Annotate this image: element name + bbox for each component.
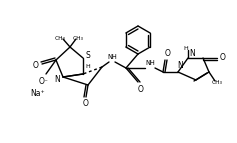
Text: O: O — [83, 100, 89, 109]
Text: CH₃: CH₃ — [211, 80, 223, 85]
Text: O: O — [165, 49, 171, 58]
Text: H: H — [184, 46, 188, 51]
Text: N: N — [189, 49, 195, 58]
Text: O⁻: O⁻ — [39, 78, 49, 87]
Text: H: H — [86, 64, 90, 69]
Text: O: O — [33, 60, 39, 69]
Text: Na⁺: Na⁺ — [31, 90, 45, 99]
Text: O: O — [138, 85, 144, 94]
Text: NH: NH — [107, 54, 117, 60]
Text: CH₃: CH₃ — [55, 35, 65, 40]
Text: N: N — [177, 61, 183, 70]
Text: S: S — [86, 51, 90, 60]
Text: CH₃: CH₃ — [73, 35, 83, 40]
Text: NH: NH — [145, 60, 155, 66]
Text: N: N — [54, 75, 60, 84]
Text: O: O — [220, 53, 226, 62]
